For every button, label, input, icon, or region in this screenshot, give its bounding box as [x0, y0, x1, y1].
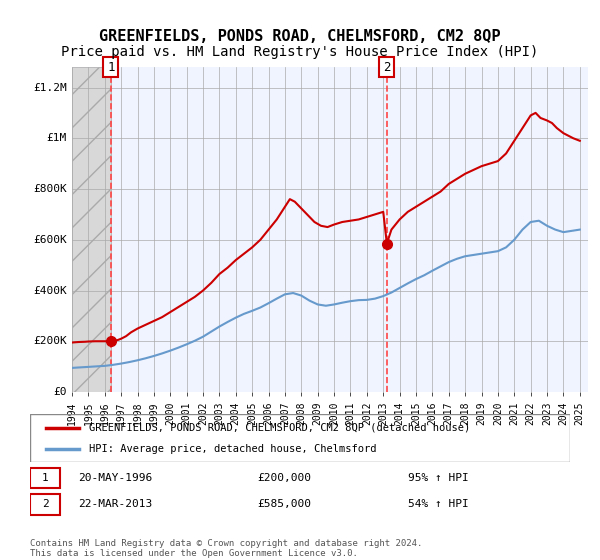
Text: 54% ↑ HPI: 54% ↑ HPI [408, 500, 469, 510]
Text: £0: £0 [53, 387, 67, 397]
Text: Contains HM Land Registry data © Crown copyright and database right 2024.
This d: Contains HM Land Registry data © Crown c… [30, 539, 422, 558]
Text: £200K: £200K [33, 336, 67, 346]
Text: 22-MAR-2013: 22-MAR-2013 [79, 500, 153, 510]
Text: £1M: £1M [47, 133, 67, 143]
Text: GREENFIELDS, PONDS ROAD, CHELMSFORD, CM2 8QP (detached house): GREENFIELDS, PONDS ROAD, CHELMSFORD, CM2… [89, 423, 470, 433]
Text: Price paid vs. HM Land Registry's House Price Index (HPI): Price paid vs. HM Land Registry's House … [61, 45, 539, 59]
Text: 95% ↑ HPI: 95% ↑ HPI [408, 473, 469, 483]
Text: 1: 1 [107, 60, 115, 74]
Bar [72, 67, 112, 392]
Bar [30, 494, 60, 515]
Text: GREENFIELDS, PONDS ROAD, CHELMSFORD, CM2 8QP: GREENFIELDS, PONDS ROAD, CHELMSFORD, CM2… [99, 29, 501, 44]
Text: £600K: £600K [33, 235, 67, 245]
Bar [30, 468, 60, 488]
Text: 2: 2 [42, 500, 49, 510]
Text: £400K: £400K [33, 286, 67, 296]
Text: £585,000: £585,000 [257, 500, 311, 510]
Text: £1.2M: £1.2M [33, 82, 67, 92]
Text: 1: 1 [42, 473, 49, 483]
Text: HPI: Average price, detached house, Chelmsford: HPI: Average price, detached house, Chel… [89, 444, 377, 454]
Text: £800K: £800K [33, 184, 67, 194]
Text: 20-MAY-1996: 20-MAY-1996 [79, 473, 153, 483]
Text: 2: 2 [383, 60, 391, 74]
Text: £200,000: £200,000 [257, 473, 311, 483]
